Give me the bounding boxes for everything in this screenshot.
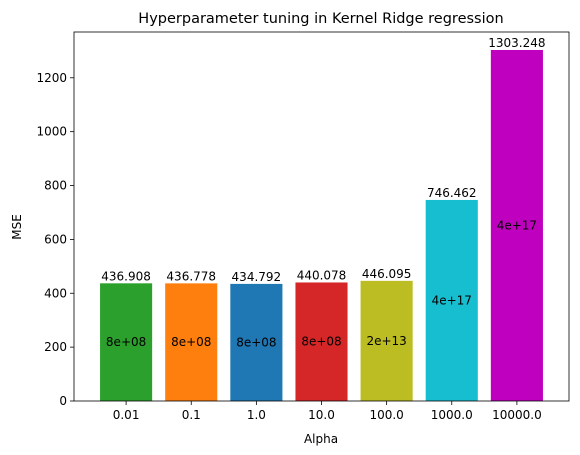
y-tick-label-2: 400 (44, 286, 67, 300)
bars-layer: 436.908 8e+08 436.778 8e+08 434.792 8e+08 440.… (100, 36, 545, 401)
bar-inner-label-2: 8e+08 (236, 335, 276, 349)
bar-inner-label-6: 4e+17 (497, 218, 537, 232)
x-axis-label: Alpha (304, 432, 338, 446)
y-tick-label-4: 800 (44, 179, 67, 193)
bar-value-label-1: 436.778 (166, 269, 216, 283)
x-tick-label-3: 10.0 (308, 408, 335, 422)
y-tick-label-3: 600 (44, 232, 67, 246)
bar-inner-label-3: 8e+08 (301, 335, 341, 349)
bar-value-label-4: 446.095 (362, 267, 412, 281)
chart-title: Hyperparameter tuning in Kernel Ridge re… (138, 11, 503, 27)
bar-value-label-2: 434.792 (232, 270, 282, 284)
bar-value-label-6: 1303.248 (488, 36, 545, 50)
y-tick-label-6: 1200 (36, 71, 67, 85)
x-tick-label-6: 10000.0 (492, 408, 542, 422)
x-tick-label-1: 0.1 (182, 408, 201, 422)
bar-value-label-3: 440.078 (297, 268, 347, 282)
x-tick-label-2: 1.0 (247, 408, 266, 422)
y-axis-label: MSE (10, 214, 24, 240)
x-tick-label-4: 100.0 (369, 408, 403, 422)
bar-inner-label-4: 2e+13 (366, 334, 406, 348)
bar-inner-label-5: 4e+17 (432, 293, 472, 307)
x-tick-label-0: 0.01 (113, 408, 140, 422)
y-tick-label-0: 0 (59, 394, 67, 408)
bar-inner-label-0: 8e+08 (106, 335, 146, 349)
x-tick-label-5: 1000.0 (431, 408, 473, 422)
bar-inner-label-1: 8e+08 (171, 335, 211, 349)
bar-value-label-5: 746.462 (427, 186, 477, 200)
y-tick-label-5: 1000 (36, 125, 67, 139)
y-tick-label-1: 200 (44, 340, 67, 354)
bar-value-label-0: 436.908 (101, 269, 151, 283)
